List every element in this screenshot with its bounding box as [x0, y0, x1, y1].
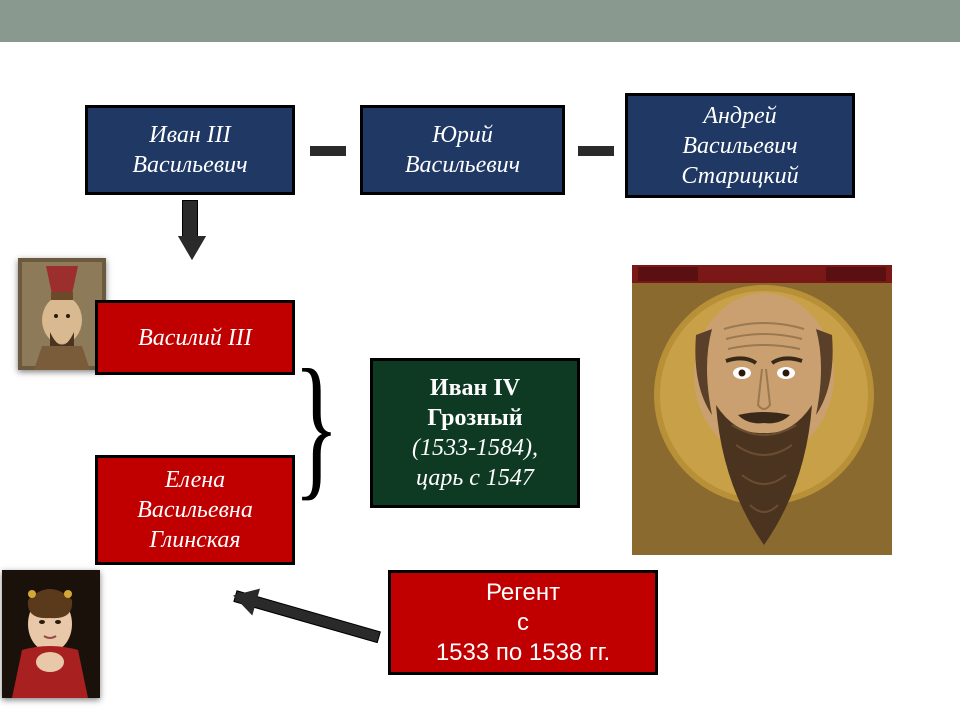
box-ivan4: Иван IV Грозный (1533-1584), царь с 1547 — [370, 358, 580, 508]
ivan4-line1: Иван IV — [412, 373, 538, 403]
portrait-ivan4 — [632, 265, 892, 555]
label-andrei: Андрей Васильевич Старицкий — [681, 101, 798, 191]
label-vasily3: Василий III — [138, 323, 252, 353]
box-yuri: Юрий Васильевич — [360, 105, 565, 195]
arrow-ivan3-to-vasily3 — [178, 200, 202, 260]
box-elena: Елена Васильевна Глинская — [95, 455, 295, 565]
label-yuri: Юрий Васильевич — [405, 120, 520, 180]
box-ivan3: Иван III Васильевич — [85, 105, 295, 195]
ivan4-line2: Грозный — [412, 403, 538, 433]
box-vasily3: Василий III — [95, 300, 295, 375]
label-elena: Елена Васильевна Глинская — [137, 465, 253, 555]
box-andrei: Андрей Васильевич Старицкий — [625, 93, 855, 198]
dash-2 — [578, 146, 614, 156]
brace-icon: } — [293, 345, 339, 505]
box-regent: Регент с 1533 по 1538 гг. — [388, 570, 658, 675]
ivan4-content: Иван IV Грозный (1533-1584), царь с 1547 — [412, 373, 538, 493]
ivan4-line4: царь с 1547 — [412, 463, 538, 493]
label-ivan3: Иван III Васильевич — [132, 120, 247, 180]
portrait-vasily3 — [18, 258, 106, 370]
dash-1 — [310, 146, 346, 156]
portrait-elena — [2, 570, 100, 698]
arrow-regent-to-elena — [233, 590, 380, 643]
label-regent: Регент с 1533 по 1538 гг. — [436, 578, 610, 668]
top-bar — [0, 0, 960, 42]
ivan4-line3: (1533-1584), — [412, 433, 538, 463]
